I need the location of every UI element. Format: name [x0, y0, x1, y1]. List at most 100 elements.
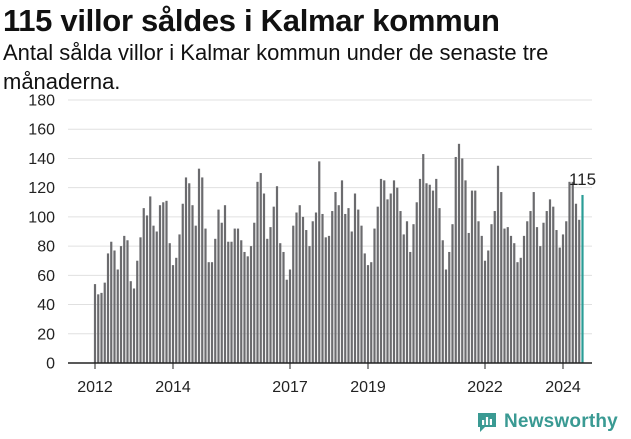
bar [363, 253, 366, 363]
bar [165, 200, 168, 363]
bar [145, 215, 149, 363]
bar [136, 260, 139, 363]
bar [568, 181, 571, 363]
bar [360, 225, 363, 363]
bar [217, 209, 220, 363]
x-tick-label: 2024 [545, 379, 581, 396]
bar [129, 281, 132, 363]
bar [240, 240, 243, 363]
bar [97, 294, 100, 363]
y-tick-label: 140 [28, 151, 55, 168]
bar [350, 231, 353, 363]
last-value-label: 115 [569, 170, 596, 189]
bar [516, 262, 519, 363]
bar [535, 227, 539, 363]
y-tick-label: 180 [28, 93, 55, 110]
bar [191, 205, 194, 363]
bar [334, 192, 337, 363]
bar [412, 224, 415, 363]
bar [451, 224, 454, 363]
bar [249, 246, 253, 363]
bar [152, 225, 155, 363]
bar [162, 202, 165, 363]
bar [483, 260, 487, 363]
bar [487, 250, 490, 363]
bar [132, 288, 136, 363]
bar [155, 231, 158, 363]
bar [103, 282, 106, 363]
y-axis-tick-labels: 0 20 40 60 80 100 120 140 160 180 [28, 93, 55, 373]
bar [435, 178, 438, 363]
bar [275, 186, 279, 363]
bar [337, 205, 340, 363]
y-tick-label: 40 [37, 297, 55, 314]
chart-subtitle: Antal sålda villor i Kalmar kommun under… [3, 40, 549, 94]
bar [506, 227, 509, 363]
bar [298, 205, 301, 363]
newsworthy-icon [478, 413, 496, 432]
bar [168, 243, 171, 363]
bar [139, 237, 142, 363]
bar [243, 251, 246, 363]
bar [548, 199, 552, 363]
bar [106, 253, 110, 363]
bar [175, 257, 178, 363]
x-tick-label: 2017 [272, 379, 308, 396]
brand-logo: Newsworthy [476, 408, 618, 436]
bar [100, 292, 103, 363]
bar [415, 202, 418, 363]
bar [288, 269, 292, 363]
bar [405, 221, 409, 363]
bar [542, 222, 545, 363]
y-tick-label: 120 [28, 180, 55, 197]
bar [396, 187, 399, 363]
bar [444, 269, 448, 363]
bar [470, 190, 474, 363]
bar [207, 262, 210, 363]
bar [188, 183, 191, 363]
bar [301, 216, 305, 363]
bar [308, 246, 311, 363]
brand-name: Newsworthy [504, 411, 618, 432]
bar [269, 227, 272, 363]
bar [201, 177, 204, 363]
y-tick-label: 100 [28, 209, 55, 226]
bar [422, 154, 425, 363]
bar [500, 192, 503, 363]
bar [266, 238, 269, 363]
bar [539, 246, 542, 363]
y-tick-label: 160 [28, 122, 55, 139]
bar [392, 180, 396, 363]
bar [126, 240, 129, 363]
bar [454, 156, 457, 363]
bar [503, 228, 506, 363]
bar [477, 221, 480, 363]
bar [578, 219, 581, 363]
bar [474, 190, 477, 363]
bar [236, 228, 240, 363]
bar [253, 222, 256, 363]
x-axis: 2012 2014 2017 2019 2022 2024 [77, 363, 581, 396]
bar [376, 206, 379, 363]
bar [292, 225, 295, 363]
bar [347, 208, 350, 363]
bar [181, 203, 184, 363]
bar [93, 284, 97, 363]
bar [428, 184, 431, 363]
bar [259, 173, 262, 363]
x-tick-label: 2012 [77, 379, 113, 396]
bar [204, 228, 207, 363]
bar [340, 180, 344, 363]
bar [194, 225, 197, 363]
bar [389, 193, 392, 363]
bar [457, 143, 461, 363]
bar [574, 203, 578, 363]
bar [418, 178, 422, 363]
bar [233, 228, 236, 363]
bar [496, 165, 500, 363]
bar [272, 206, 275, 363]
bar [438, 208, 441, 363]
bar [318, 161, 321, 363]
bar [561, 234, 565, 363]
